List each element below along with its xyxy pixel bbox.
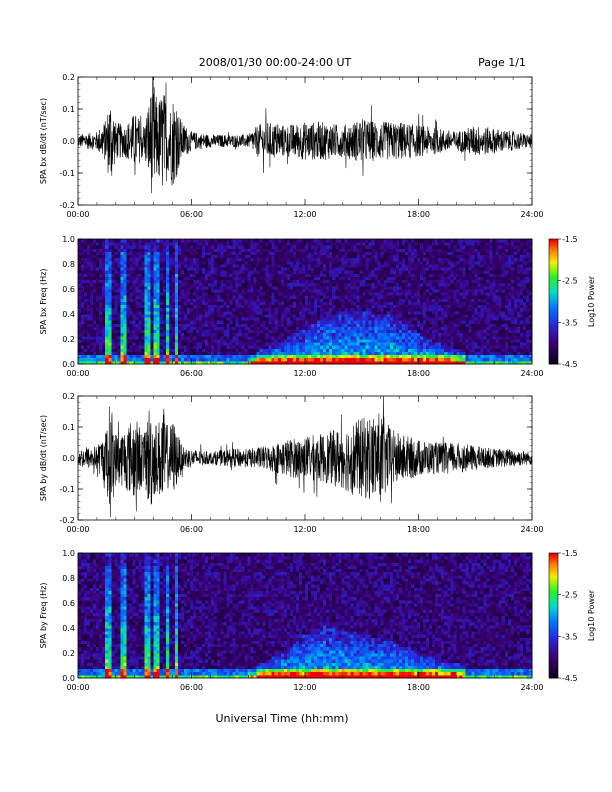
colorbar-label: Log10 Power [587,275,596,327]
y-axis-label: SPA bx Freq (Hz) [39,269,48,335]
colorbar-frame [548,552,559,679]
x-tick-label: 24:00 [520,683,543,692]
y-axis-label: SPA by dB/dt (nT/sec) [39,415,48,501]
colorbar: -1.5 -2.5 -3.5 -4.5 Log10 Power [548,549,596,683]
y-tick-label: 0.6 [62,599,75,608]
y-tick-label: 0.6 [62,285,75,294]
panels: 00:00 06:00 12:00 18:00 24:00 -0.2 -0.1 0.0 0.1 0… [39,73,596,692]
colorbar-tick-label: -3.5 [562,632,578,641]
y-tick-label: 0.4 [62,624,75,633]
x-tick-label: 12:00 [293,369,316,378]
colorbar-tick-label: -4.5 [562,674,578,683]
x-tick-label: 06:00 [180,525,203,534]
colorbar: -1.5 -2.5 -3.5 -4.5 Log10 Power [548,235,596,369]
signal-trace [78,77,532,194]
page-title: 2008/01/30 00:00-24:00 UT [199,56,352,69]
x-tick-label: 00:00 [66,210,89,219]
y-axis-label: SPA bx dB/dt (nT/sec) [39,98,48,184]
x-tick-label: 00:00 [66,369,89,378]
x-tick-label: 18:00 [407,369,430,378]
x-tick-label: 00:00 [66,683,89,692]
x-tick-label: 18:00 [407,525,430,534]
y-tick-label: 0.1 [62,423,75,432]
colorbar-tick-label: -2.5 [562,277,578,286]
y-tick-label: 0.2 [62,73,75,82]
x-tick-label: 24:00 [520,525,543,534]
x-tick-label: 00:00 [66,525,89,534]
x-tick-label: 06:00 [180,683,203,692]
y-tick-label: 0.8 [62,260,75,269]
y-tick-label: 0.8 [62,574,75,583]
spectrogram [78,239,533,365]
x-tick-label: 06:00 [180,369,203,378]
y-tick-label: 1.0 [62,549,75,558]
colorbar-tick-label: -4.5 [562,360,578,369]
colorbar-label: Log10 Power [587,589,596,641]
page-number: Page 1/1 [478,56,526,69]
x-tick-label: 12:00 [293,525,316,534]
y-tick-label: 0.0 [62,674,75,683]
y-tick-label: -0.1 [59,485,75,494]
panel-1: 00:00 06:00 12:00 18:00 24:00 -0.2 -0.1 0.0 0.1 0… [39,73,544,219]
x-tick-label: 12:00 [293,683,316,692]
y-tick-label: -0.2 [59,201,75,210]
x-tick-label: 06:00 [180,210,203,219]
x-tick-label: 24:00 [520,210,543,219]
x-axis-label: Universal Time (hh:mm) [216,712,349,725]
y-tick-label: 0.4 [62,310,75,319]
panel-4: -1.5 -2.5 -3.5 -4.5 Log10 Power 00:00 06:00 12:… [39,549,596,692]
y-tick-label: 1.0 [62,235,75,244]
y-tick-label: -0.2 [59,516,75,525]
x-tick-label: 12:00 [293,210,316,219]
y-tick-label: 0.2 [62,649,75,658]
x-tick-label: 18:00 [407,210,430,219]
y-tick-label: 0.2 [62,392,75,401]
y-tick-label: 0.2 [62,335,75,344]
y-tick-label: 0.1 [62,105,75,114]
colorbar-tick-label: -1.5 [562,235,578,244]
x-tick-label: 24:00 [520,369,543,378]
y-tick-label: 0.0 [62,137,75,146]
x-tick-label: 18:00 [407,683,430,692]
colorbar-tick-label: -2.5 [562,591,578,600]
y-axis-label: SPA by Freq (Hz) [39,583,48,649]
y-tick-label: 0.0 [62,454,75,463]
y-tick-label: -0.1 [59,169,75,178]
colorbar-tick-label: -3.5 [562,318,578,327]
colorbar-tick-label: -1.5 [562,549,578,558]
y-tick-label: 0.0 [62,360,75,369]
panel-2: -1.5 -2.5 -3.5 -4.5 Log10 Power 00:00 06:00 12:… [39,235,596,378]
colorbar-frame [548,238,559,365]
spectrogram [78,553,533,679]
panel-3: 00:00 06:00 12:00 18:00 24:00 -0.2 -0.1 0.0 0.1 0… [39,392,544,534]
signal-trace [78,396,532,518]
